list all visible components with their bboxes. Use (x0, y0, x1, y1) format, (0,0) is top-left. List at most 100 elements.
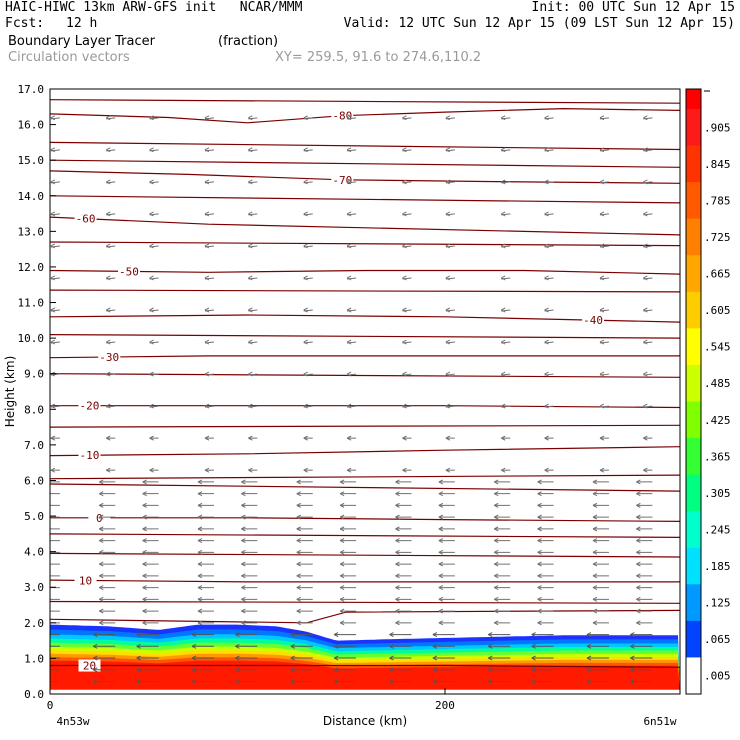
wind-vector-head (592, 585, 598, 591)
wind-vector-head (106, 467, 111, 473)
wind-vector-head (537, 526, 542, 532)
wind-vector-head (93, 679, 98, 684)
wind-vector-head (197, 608, 203, 614)
wind-vector-head (333, 632, 339, 638)
colorbar-segment (686, 620, 701, 658)
wind-vector-head (592, 561, 598, 567)
wind-vector-head (438, 608, 444, 614)
wind-vector-head (402, 179, 407, 185)
wind-vector-head (197, 526, 203, 532)
wind-vector-head (50, 179, 56, 185)
wind-vector-head (586, 667, 592, 673)
wind-vector-head (204, 115, 210, 121)
wind-vector-head (333, 655, 339, 661)
wind-vector-head (438, 596, 444, 602)
wind-vector-head (389, 655, 394, 661)
contour-line-4 (50, 241, 680, 247)
colorbar-segment (686, 474, 701, 512)
wind-vector-head (106, 147, 111, 153)
wind-vector-head (494, 491, 499, 497)
wind-vector-head (445, 467, 451, 473)
wind-vector-head (537, 585, 542, 591)
wind-vector-head (445, 243, 451, 249)
wind-vector-head (191, 679, 197, 684)
wind-vector-head (586, 632, 592, 638)
wind-vector-head (494, 573, 499, 579)
wind-vector-head (142, 608, 147, 614)
temperature-contour-8 (50, 517, 680, 522)
wind-vector-head (630, 632, 635, 638)
colorbar-segment (686, 218, 701, 256)
wind-vector-head (248, 275, 253, 281)
wind-vector-head (501, 467, 506, 473)
wind-vector-head (402, 307, 407, 313)
wind-vector-head (106, 179, 111, 185)
wind-vector-head (99, 573, 104, 579)
plot-background (50, 89, 680, 694)
wind-vector-head (241, 526, 246, 532)
wind-vector-head (438, 491, 444, 497)
y-tick-label: 9.0 (24, 368, 44, 381)
contour-label-bg-7 (78, 449, 101, 462)
wind-vector-head (191, 632, 197, 638)
wind-vector-head (544, 403, 549, 409)
contour-line-9 (50, 474, 680, 480)
wind-vector-head (599, 147, 605, 153)
wind-vector-head (204, 339, 210, 345)
wind-vector-head (106, 339, 111, 345)
wind-vector-head (346, 211, 352, 217)
wind-vector-head (235, 667, 240, 673)
wind-vector-head (339, 620, 345, 626)
y-tick-label: 1.0 (24, 652, 44, 665)
wind-vector-head (445, 115, 451, 121)
wind-vector-head (290, 667, 295, 673)
wind-vector-head (93, 632, 98, 638)
wind-vector-head (296, 561, 301, 567)
wind-vector-head (339, 502, 345, 508)
wind-vector-head (544, 339, 549, 345)
wind-vector-head (333, 667, 339, 673)
wind-vector-head (197, 549, 203, 555)
wind-vector-head (44, 527, 48, 531)
wind-vector-head (339, 526, 345, 532)
wind-vector-head (494, 549, 499, 555)
wind-vector-head (106, 243, 111, 249)
wind-vector-head (501, 403, 506, 409)
right-endpoint-label: 6n51w (643, 715, 676, 728)
wind-vector-head (296, 549, 301, 555)
temperature-contour-3 (50, 269, 680, 275)
wind-vector-head (106, 403, 111, 409)
wind-vector-head (296, 514, 301, 520)
wind-vector-head (136, 632, 141, 638)
wind-vector-head (432, 667, 438, 673)
wind-vector-head (599, 307, 605, 313)
contour-label-2: -60 (76, 213, 96, 226)
temperature-contours: -80 -70 -60 -50 -40 -30 -20 -10 0 10 20 (50, 99, 680, 673)
wind-vector-head (149, 339, 154, 345)
wind-vector-head (333, 679, 339, 684)
wind-vector-head (636, 549, 641, 555)
colorbar-label: .845 (704, 158, 731, 171)
wind-vector-head (197, 596, 203, 602)
colorbar-segment (686, 328, 701, 366)
wind-vector-head (99, 620, 104, 626)
y-tick-label: 17.0 (18, 83, 45, 96)
temperature-contour-5 (50, 355, 680, 359)
wind-vector-head (537, 608, 542, 614)
wind-vector-head (339, 549, 345, 555)
wind-vector-head (636, 502, 641, 508)
colorbar-label: .665 (704, 268, 731, 281)
wind-vector-head (630, 667, 635, 673)
header-valid: Valid: 12 UTC Sun 12 Apr 15 (09 LST Sun … (343, 16, 735, 31)
wind-vector-head (44, 539, 48, 543)
wind-vector-head (149, 467, 154, 473)
wind-vector-head (99, 585, 104, 591)
bl-band-9 (50, 660, 680, 694)
plot-frame (49, 88, 681, 695)
wind-vector-head (296, 491, 301, 497)
y-axis-label: Height (km) (3, 356, 17, 427)
wind-vector-head (50, 147, 56, 153)
wind-vector-head (142, 620, 147, 626)
colorbar: .905 .845 .785 .725 .665 .605 .545 .485 .425 .365… (685, 88, 731, 695)
wind-vector-head (389, 667, 394, 673)
